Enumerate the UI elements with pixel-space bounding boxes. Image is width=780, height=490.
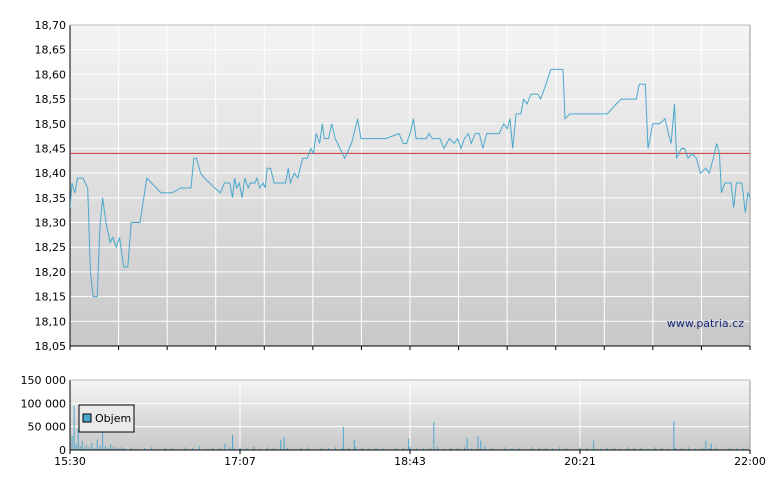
y-tick-label: 18,60 xyxy=(35,68,67,81)
y-tick-label: 18,05 xyxy=(35,340,67,353)
legend-label: Objem xyxy=(95,412,131,425)
y-tick-label: 18,55 xyxy=(35,93,67,106)
volume-y-tick-label: 150 000 xyxy=(21,374,67,387)
volume-legend: Objem xyxy=(78,404,135,433)
x-tick-label: 15:30 xyxy=(54,455,86,468)
y-tick-label: 18,40 xyxy=(35,167,67,180)
y-tick-label: 18,30 xyxy=(35,217,67,230)
y-tick-label: 18,25 xyxy=(35,241,67,254)
y-tick-label: 18,35 xyxy=(35,192,67,205)
watermark-text: www.patria.cz xyxy=(667,317,744,330)
y-tick-label: 18,45 xyxy=(35,142,67,155)
x-tick-label: 20:21 xyxy=(564,455,596,468)
x-tick-label: 22:00 xyxy=(734,455,766,468)
legend-swatch xyxy=(82,413,92,423)
y-tick-label: 18,70 xyxy=(35,19,67,32)
volume-y-tick-label: 50 000 xyxy=(28,421,67,434)
y-tick-label: 18,65 xyxy=(35,44,67,57)
price-panel: 18,05 18,10 18,15 18,20 18,25 18,30 18,35 18,40… xyxy=(35,19,751,353)
x-tick-label: 17:07 xyxy=(224,455,256,468)
y-tick-label: 18,20 xyxy=(35,266,67,279)
price-series-line xyxy=(70,68,750,298)
y-tick-label: 18,10 xyxy=(35,315,67,328)
volume-y-tick-label: 100 000 xyxy=(21,397,67,410)
volume-panel: 0 50 000 100 000 150 000 15:30 17:07 18:43 20:2… xyxy=(21,374,766,468)
x-tick-label: 18:43 xyxy=(394,455,426,468)
y-tick-label: 18,50 xyxy=(35,118,67,131)
volume-y-tick-label: 0 xyxy=(59,444,66,457)
y-tick-label: 18,15 xyxy=(35,291,67,304)
